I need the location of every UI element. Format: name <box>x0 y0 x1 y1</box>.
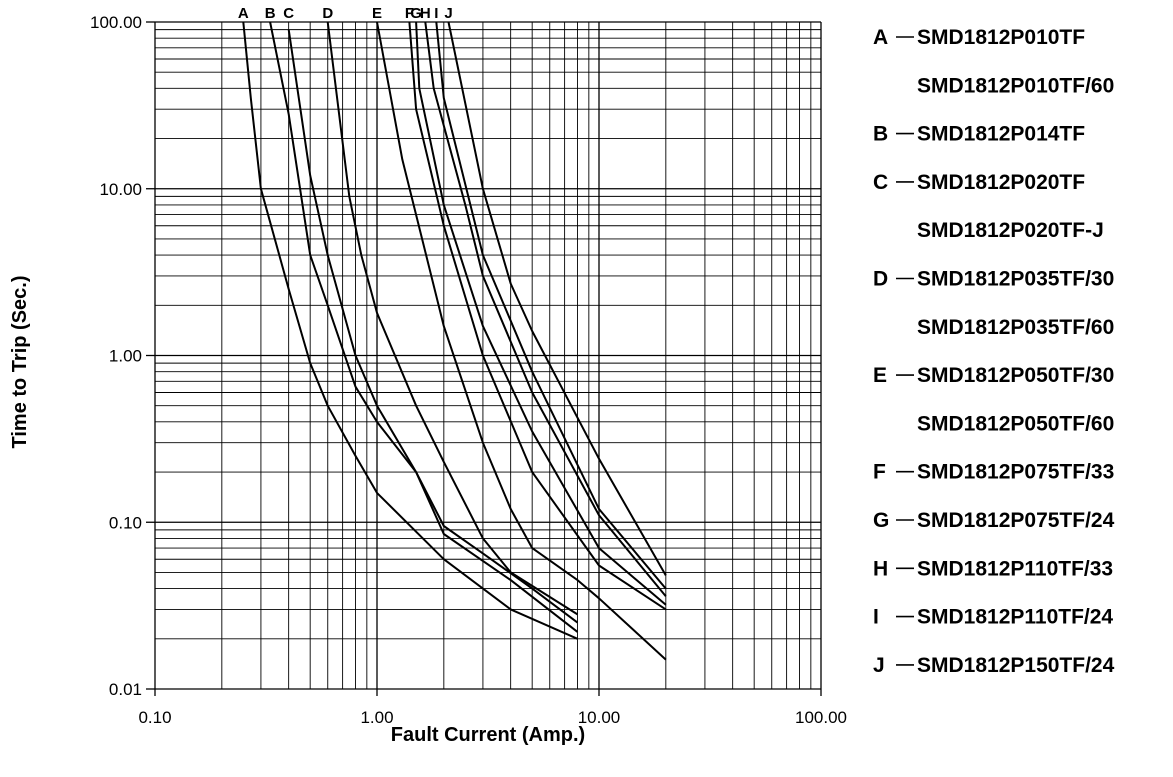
curve-g <box>415 21 667 606</box>
legend-part-number: SMD1812P075TF/24 <box>917 509 1115 532</box>
y-tick-label: 0.01 <box>109 680 142 699</box>
x-axis-ticks: 0.10 1.00 10.00 100.00 <box>138 708 847 727</box>
curve-label-c: C <box>283 5 294 22</box>
legend-letter: E <box>873 364 887 387</box>
curve-label-d: D <box>322 5 333 22</box>
x-tick-label: 0.10 <box>138 708 171 727</box>
y-tick-label: 1.00 <box>109 347 142 366</box>
curve-d <box>326 21 579 616</box>
y-tick-label: 10.00 <box>99 180 142 199</box>
legend-letter: G <box>873 509 889 532</box>
legend-letter: J <box>873 654 885 677</box>
curve-b <box>269 21 579 633</box>
curve-label-b: B <box>265 5 276 22</box>
y-tick-label: 100.00 <box>90 13 142 32</box>
curve-label-h: H <box>420 5 431 22</box>
legend-part-number: SMD1812P075TF/33 <box>917 461 1114 484</box>
curve-j <box>447 21 667 576</box>
curve-h <box>424 21 667 597</box>
x-axis-title: Fault Current (Amp.) <box>391 724 585 746</box>
legend-part-number: SMD1812P110TF/33 <box>917 557 1113 580</box>
legend-letter: D <box>873 268 888 291</box>
legend-part-number: SMD1812P150TF/24 <box>917 654 1115 677</box>
curve-f <box>408 21 667 611</box>
curve-letters: A B C D E FGH I J <box>238 5 453 22</box>
x-tick-label: 10.00 <box>578 708 621 727</box>
legend-part-number: SMD1812P035TF/60 <box>917 316 1114 339</box>
legend-letter: F <box>873 461 886 484</box>
legend-letter: H <box>873 557 888 580</box>
y-axis-title: Time to Trip (Sec.) <box>9 276 31 449</box>
y-tick-label: 0.10 <box>109 513 142 532</box>
curve-e <box>376 21 667 661</box>
curve-label-g: G <box>410 5 422 22</box>
legend-part-number: SMD1812P014TF <box>917 123 1085 146</box>
curve-label-a: A <box>238 5 249 22</box>
curve-label-e: E <box>372 5 382 22</box>
legend-letter: C <box>873 171 888 194</box>
curve-i <box>435 21 667 590</box>
legend-letter: I <box>873 606 879 629</box>
curve-label-f: F <box>405 5 414 22</box>
legend-part-number: SMD1812P035TF/30 <box>917 268 1114 291</box>
curve-a <box>242 21 578 640</box>
curve-label-j: J <box>444 5 452 22</box>
legend-part-number: SMD1812P110TF/24 <box>917 606 1113 629</box>
x-tick-label: 1.00 <box>360 708 393 727</box>
legend-part-number: SMD1812P050TF/60 <box>917 412 1114 435</box>
grid <box>146 21 822 696</box>
legend-part-number: SMD1812P020TF <box>917 171 1085 194</box>
legend-part-number: SMD1812P010TF/60 <box>917 74 1114 97</box>
x-tick-label: 100.00 <box>795 708 847 727</box>
curves <box>242 21 667 661</box>
legend-part-number: SMD1812P010TF <box>917 26 1085 49</box>
legend-part-number: SMD1812P020TF-J <box>917 219 1104 242</box>
legend-part-number: SMD1812P050TF/30 <box>917 364 1114 387</box>
y-axis-ticks: 0.01 0.10 1.00 10.00 100.00 <box>90 13 142 699</box>
legend-letter: A <box>873 26 888 49</box>
curve-c <box>287 29 579 624</box>
legend-letter: B <box>873 123 888 146</box>
curve-label-i: I <box>434 5 438 22</box>
legend: A SMD1812P010TF SMD1812P010TF/60 B SMD1812P0… <box>873 26 1115 677</box>
